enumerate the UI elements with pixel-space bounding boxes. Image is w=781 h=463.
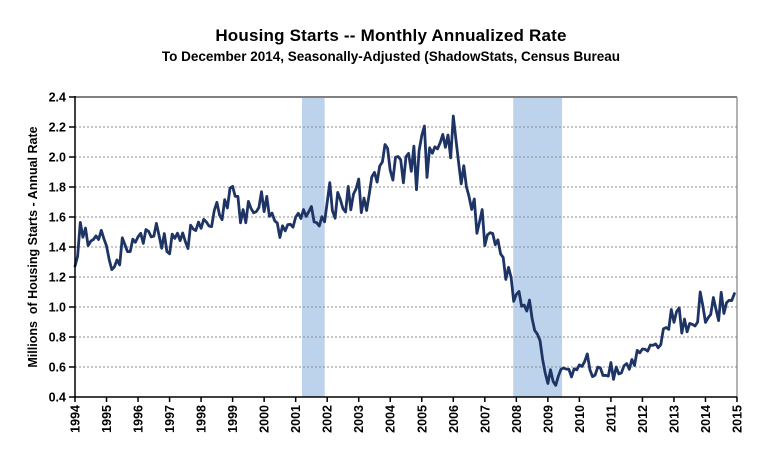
x-tick-label: 2003: [352, 405, 366, 433]
x-tick-label: 1996: [132, 405, 146, 433]
housing-starts-line: [73, 114, 736, 387]
x-tick-label: 2004: [384, 405, 398, 433]
x-tick-label: 1998: [195, 405, 209, 433]
x-tick-label: 1994: [69, 405, 83, 433]
recession-band: [302, 97, 325, 397]
chart-subtitle: To December 2014, Seasonally-Adjusted (S…: [161, 49, 621, 64]
x-tick-label: 1999: [226, 405, 240, 433]
x-tick-label: 2012: [636, 405, 650, 433]
x-tick-label: 2014: [699, 405, 713, 433]
y-tick-label: 0.8: [49, 331, 66, 345]
y-tick-label: 1.8: [49, 181, 66, 195]
x-tick-label: 2015: [731, 405, 745, 433]
chart-title: Housing Starts -- Monthly Annualized Rat…: [215, 26, 567, 45]
x-tick-label: 2000: [258, 405, 272, 433]
y-tick-label: 2.0: [49, 151, 66, 165]
y-tick-label: 1.2: [49, 271, 66, 285]
x-tick-label: 2001: [289, 405, 303, 433]
y-tick-label: 0.4: [49, 391, 66, 405]
y-tick-label: 1.0: [49, 301, 66, 315]
x-tick-label: 2009: [541, 405, 555, 433]
x-tick-label: 2013: [667, 405, 681, 433]
y-tick-label: 1.4: [49, 241, 66, 255]
x-tick-label: 2008: [510, 405, 524, 433]
y-tick-label: 2.2: [49, 121, 66, 135]
x-tick-label: 2005: [415, 405, 429, 433]
x-tick-label: 2007: [478, 405, 492, 433]
x-tick-label: 2010: [573, 405, 587, 433]
y-tick-label: 2.4: [49, 91, 66, 105]
recession-band: [513, 97, 563, 397]
x-tick-label: 2002: [321, 405, 335, 433]
y-tick-label: 0.6: [49, 361, 66, 375]
x-tick-label: 2011: [604, 405, 618, 432]
y-tick-label: 1.6: [49, 211, 66, 225]
x-tick-label: 1997: [163, 405, 177, 433]
x-tick-label: 2006: [447, 405, 461, 433]
x-tick-label: 1995: [100, 405, 114, 433]
